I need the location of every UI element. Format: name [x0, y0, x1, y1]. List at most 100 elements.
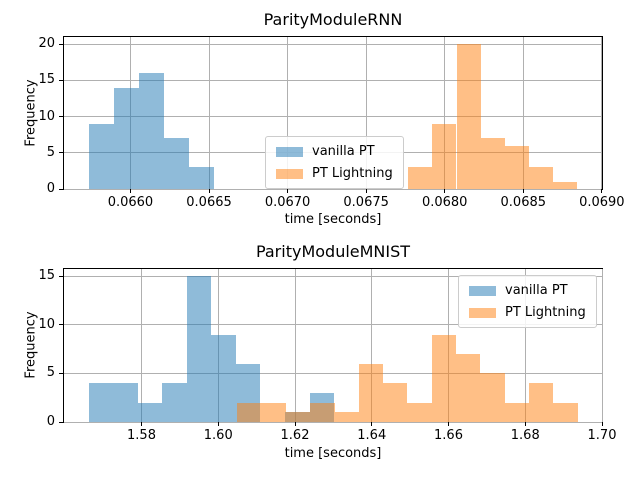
- y-tick-mark: [59, 116, 63, 118]
- histogram-bar-vanilla-pt: [88, 383, 114, 422]
- x-tick-mark: [601, 422, 603, 426]
- x-tick-label: 0.0690: [579, 195, 625, 210]
- x-gridline: [371, 269, 373, 422]
- pt-lightning-swatch-icon: [469, 307, 496, 318]
- histogram-bar-pt-lightning: [529, 167, 554, 189]
- histogram-bar-pt-lightning: [456, 354, 481, 422]
- histogram-bar-pt-lightning: [310, 402, 335, 422]
- histogram-bar-pt-lightning: [432, 123, 457, 189]
- y-tick-label: 0: [46, 414, 55, 429]
- histogram-bar-vanilla-pt: [113, 383, 138, 422]
- legend-label-pt-lightning: PT Lightning: [505, 305, 586, 320]
- histogram-bar-vanilla-pt: [137, 402, 163, 422]
- x-gridline: [601, 269, 603, 422]
- x-tick-label: 0.0685: [500, 195, 547, 210]
- histogram-bar-pt-lightning: [504, 145, 530, 189]
- y-tick-mark: [59, 421, 63, 423]
- chart-title-parity-module-rnn: ParityModuleRNN: [263, 10, 403, 29]
- y-tick-label: 5: [46, 365, 55, 381]
- x-tick-mark: [371, 422, 373, 426]
- x-gridline: [524, 269, 526, 422]
- x-tick-mark: [444, 189, 446, 193]
- histogram-bar-pt-lightning: [286, 412, 311, 422]
- x-tick-mark: [217, 422, 219, 426]
- y-gridline: [64, 324, 602, 326]
- x-tick-mark: [287, 189, 289, 193]
- x-tick-label: 0.0675: [343, 195, 389, 210]
- y-tick-label: 10: [38, 316, 55, 332]
- histogram-bar-pt-lightning: [553, 402, 578, 422]
- legend-entry-pt-lightning: PT Lightning: [469, 305, 586, 320]
- y-tick-mark: [59, 372, 63, 374]
- histogram-bar-pt-lightning: [528, 383, 554, 422]
- y-gridline: [64, 116, 602, 118]
- histogram-bar-vanilla-pt: [211, 334, 236, 422]
- x-gridline: [365, 37, 367, 189]
- y-tick-label: 15: [38, 268, 55, 284]
- x-tick-label: 0.0660: [107, 195, 154, 210]
- histogram-bar-pt-lightning: [237, 402, 262, 422]
- legend-rnn: vanilla PT PT Lightning: [265, 136, 404, 189]
- histogram-bar-pt-lightning: [480, 373, 505, 422]
- histogram-bar-pt-lightning: [407, 402, 432, 422]
- x-axis-label-rnn: time [seconds]: [284, 212, 382, 227]
- y-axis-label-rnn: Frequency: [23, 79, 39, 147]
- legend-label-vanilla-pt: vanilla PT: [312, 144, 375, 159]
- x-gridline: [208, 37, 210, 189]
- y-gridline: [64, 79, 602, 81]
- histogram-bar-vanilla-pt: [162, 383, 187, 422]
- histogram-bar-pt-lightning: [456, 44, 481, 189]
- y-gridline: [64, 421, 602, 423]
- y-tick-mark: [59, 43, 63, 45]
- vanilla-pt-swatch-icon: [276, 146, 303, 157]
- y-tick-label: 20: [38, 36, 55, 52]
- x-gridline: [294, 269, 296, 422]
- histogram-bar-pt-lightning: [358, 363, 384, 422]
- histogram-bar-pt-lightning: [504, 402, 529, 422]
- legend-label-vanilla-pt: vanilla PT: [505, 283, 568, 298]
- histogram-bar-vanilla-pt: [138, 73, 164, 189]
- x-tick-label: 1.64: [357, 428, 387, 443]
- y-tick-label: 15: [38, 72, 55, 88]
- legend-label-pt-lightning: PT Lightning: [312, 166, 393, 181]
- y-gridline: [64, 43, 602, 45]
- x-tick-mark: [208, 189, 210, 193]
- histogram-bar-pt-lightning: [480, 138, 505, 189]
- x-tick-mark: [524, 422, 526, 426]
- histogram-bar-vanilla-pt: [186, 276, 212, 422]
- x-tick-mark: [601, 189, 603, 193]
- x-tick-mark: [522, 189, 524, 193]
- histogram-bar-pt-lightning: [334, 412, 359, 422]
- chart-title-parity-module-mnist: ParityModuleMNIST: [255, 242, 411, 261]
- x-tick-label: 1.62: [280, 428, 310, 443]
- y-tick-mark: [59, 152, 63, 154]
- x-tick-label: 1.70: [587, 428, 617, 443]
- legend-entry-vanilla-pt: vanilla PT: [276, 144, 393, 159]
- y-tick-label: 5: [46, 144, 55, 160]
- histogram-bar-pt-lightning: [261, 402, 287, 422]
- histogram-bar-pt-lightning: [431, 334, 457, 422]
- y-tick-mark: [59, 324, 63, 326]
- vanilla-pt-swatch-icon: [469, 285, 496, 296]
- x-tick-label: 1.58: [127, 428, 156, 443]
- x-tick-label: 1.68: [510, 428, 540, 443]
- legend-entry-pt-lightning: PT Lightning: [276, 166, 393, 181]
- y-tick-label: 0: [46, 181, 55, 196]
- x-tick-mark: [294, 422, 296, 426]
- x-tick-label: 0.0670: [264, 195, 311, 210]
- histogram-bar-vanilla-pt: [113, 87, 139, 189]
- y-tick-label: 10: [38, 108, 55, 124]
- legend-mnist: vanilla PT PT Lightning: [458, 275, 597, 328]
- y-tick-mark: [59, 79, 63, 81]
- x-tick-label: 1.66: [434, 428, 463, 443]
- histogram-bar-vanilla-pt: [163, 138, 190, 189]
- y-gridline: [64, 188, 602, 190]
- x-gridline: [287, 37, 289, 189]
- x-tick-mark: [365, 189, 367, 193]
- x-gridline: [601, 37, 603, 189]
- y-gridline: [64, 372, 602, 374]
- x-tick-mark: [448, 422, 449, 426]
- y-tick-mark: [59, 188, 63, 190]
- histogram-bar-pt-lightning: [553, 181, 578, 189]
- x-gridline: [444, 37, 446, 189]
